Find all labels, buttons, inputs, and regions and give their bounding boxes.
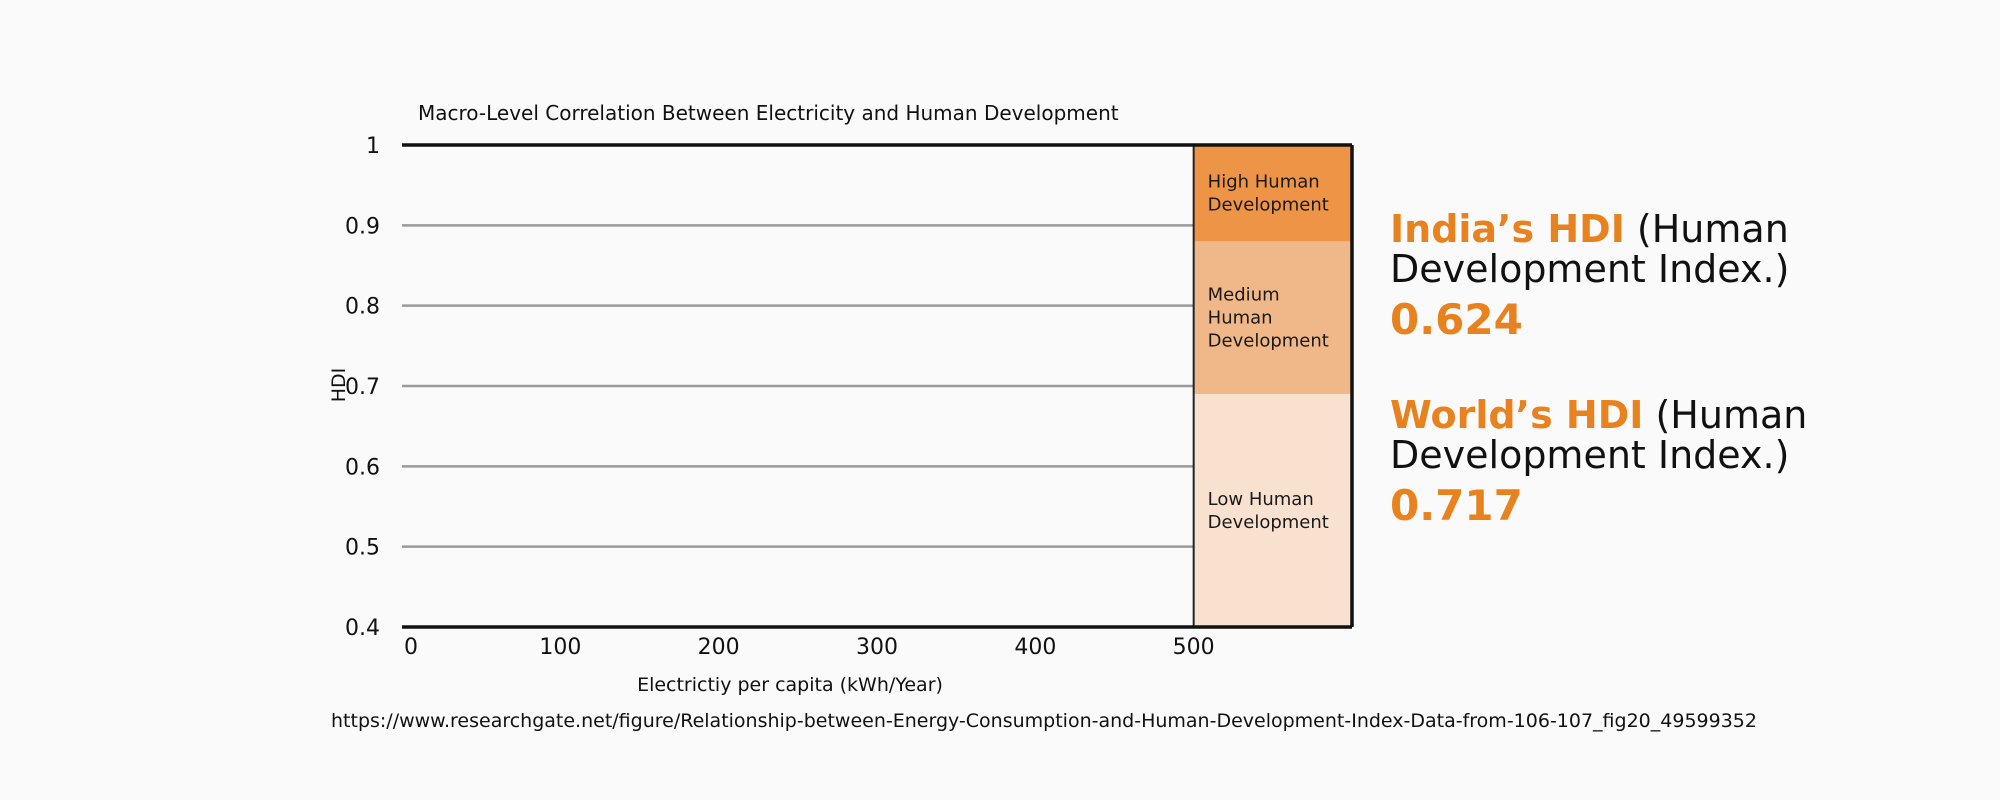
y-tick-label-4: 0.8	[345, 295, 380, 320]
zone-label-1: Medium Human Development	[1208, 285, 1329, 352]
zones-layer: High Human Development Medium Human Developm…	[1193, 145, 1352, 627]
y-tick-label-2: 0.6	[345, 455, 380, 480]
india-hdi-block: India’s HDI (Human Development Index.) 0…	[1390, 207, 1790, 344]
india-hdi-desc: Development Index.)	[1390, 246, 1790, 291]
world-hdi-headline: World’s HDI (Human	[1390, 393, 1808, 437]
india-hdi-name: India’s HDI	[1390, 207, 1625, 251]
world-hdi-value: 0.717	[1390, 480, 1523, 530]
world-hdi-block: World’s HDI (Human Development Index.) 0…	[1390, 393, 1808, 530]
world-hdi-suffix: (Human	[1643, 393, 1808, 437]
world-hdi-name: World’s HDI	[1390, 393, 1644, 437]
zone-label-0: High Human Development	[1208, 172, 1329, 216]
zone-bar-2	[1193, 394, 1352, 627]
source-url: https://www.researchgate.net/figure/Rela…	[331, 710, 1757, 732]
y-axis-label: HDI	[328, 368, 350, 403]
y-tick-label-1: 0.5	[345, 536, 380, 561]
x-tick-label-2: 200	[698, 635, 740, 660]
y-tick-label-0: 0.4	[345, 616, 380, 641]
zone-bar-1	[1193, 241, 1352, 395]
y-tick-label-6: 1	[366, 134, 380, 159]
x-tick-label-3: 300	[856, 635, 898, 660]
y-tick-label-5: 0.9	[345, 214, 380, 239]
india-hdi-suffix: (Human	[1624, 207, 1789, 251]
zone-bar-0	[1193, 145, 1352, 242]
y-tick-label-3: 0.7	[345, 375, 380, 400]
axes-layer	[402, 143, 1354, 629]
world-hdi-desc: Development Index.)	[1390, 432, 1790, 477]
ticks-layer: 0.4 0.5 0.6 0.7 0.8 0.9 1 0 100 200 300 400 500	[345, 134, 1215, 660]
grid-layer	[402, 224, 1194, 548]
x-tick-label-5: 500	[1173, 635, 1215, 660]
zone-label-2: Low Human Development	[1208, 489, 1329, 533]
x-tick-label-0: 0	[404, 635, 418, 660]
india-hdi-headline: India’s HDI (Human	[1390, 207, 1789, 251]
x-tick-label-4: 400	[1014, 635, 1056, 660]
x-axis-label: Electrictiy per capita (kWh/Year)	[637, 674, 943, 696]
chart-title: Macro-Level Correlation Between Electric…	[418, 101, 1119, 125]
x-tick-label-1: 100	[539, 635, 581, 660]
india-hdi-value: 0.624	[1390, 294, 1523, 344]
